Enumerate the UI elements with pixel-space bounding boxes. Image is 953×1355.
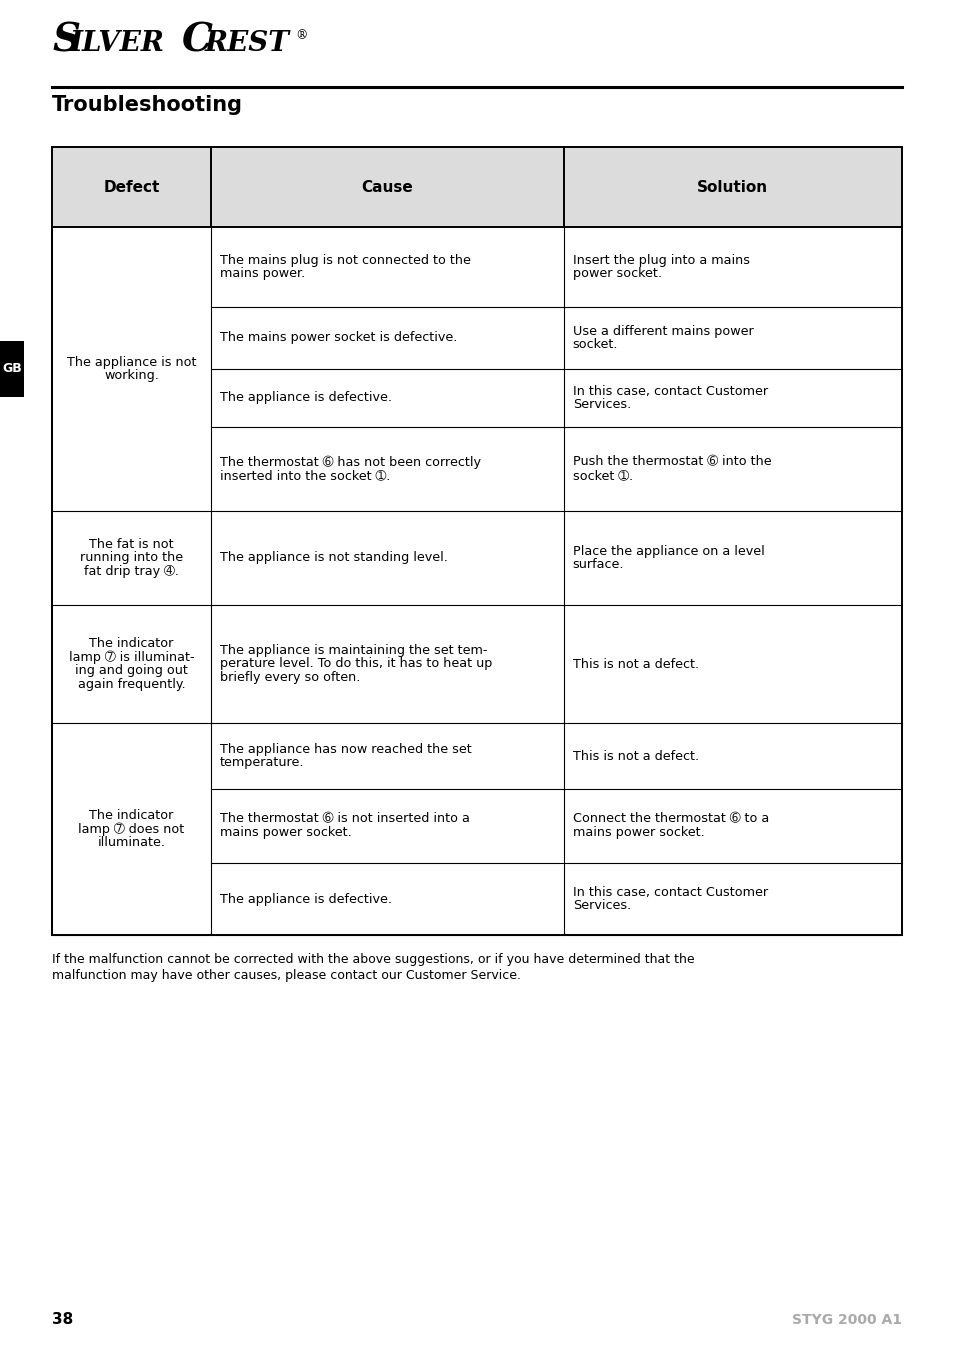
Text: REST: REST bbox=[205, 30, 290, 57]
Bar bbox=[211, 146, 563, 228]
Text: GB: GB bbox=[2, 363, 22, 375]
Text: surface.: surface. bbox=[572, 558, 623, 572]
Text: The indicator: The indicator bbox=[90, 809, 173, 822]
Text: The indicator: The indicator bbox=[90, 637, 173, 650]
Text: mains power socket.: mains power socket. bbox=[572, 827, 703, 839]
Text: The appliance is maintaining the set tem-: The appliance is maintaining the set tem… bbox=[220, 644, 487, 657]
Text: The appliance is not standing level.: The appliance is not standing level. bbox=[220, 551, 447, 565]
Bar bbox=[563, 146, 901, 228]
Text: The fat is not: The fat is not bbox=[89, 538, 173, 551]
Text: Solution: Solution bbox=[697, 179, 767, 195]
Text: The mains plug is not connected to the: The mains plug is not connected to the bbox=[220, 253, 471, 267]
Text: Use a different mains power: Use a different mains power bbox=[572, 325, 753, 337]
Text: illuminate.: illuminate. bbox=[97, 836, 165, 850]
Text: socket.: socket. bbox=[572, 339, 618, 351]
Bar bbox=[0, 341, 24, 397]
Text: In this case, contact Customer: In this case, contact Customer bbox=[572, 886, 767, 898]
Text: 38: 38 bbox=[52, 1312, 73, 1327]
Text: Place the appliance on a level: Place the appliance on a level bbox=[572, 545, 763, 558]
Text: lamp ➆ does not: lamp ➆ does not bbox=[78, 822, 185, 836]
Bar bbox=[52, 146, 211, 228]
Text: socket ➀.: socket ➀. bbox=[572, 469, 632, 482]
Text: Troubleshooting: Troubleshooting bbox=[52, 95, 243, 115]
Text: This is not a defect.: This is not a defect. bbox=[572, 749, 699, 763]
Text: The appliance is not: The appliance is not bbox=[67, 356, 196, 369]
Text: STYG 2000 A1: STYG 2000 A1 bbox=[791, 1313, 901, 1327]
Text: mains power socket.: mains power socket. bbox=[220, 827, 352, 839]
Text: In this case, contact Customer: In this case, contact Customer bbox=[572, 385, 767, 398]
Text: power socket.: power socket. bbox=[572, 267, 661, 280]
Text: The appliance is defective.: The appliance is defective. bbox=[220, 392, 392, 405]
Bar bbox=[52, 146, 901, 935]
Text: Defect: Defect bbox=[103, 179, 159, 195]
Text: The mains power socket is defective.: The mains power socket is defective. bbox=[220, 332, 456, 344]
Text: C: C bbox=[182, 22, 213, 60]
Text: If the malfunction cannot be corrected with the above suggestions, or if you hav: If the malfunction cannot be corrected w… bbox=[52, 953, 694, 966]
Text: lamp ➆ is illuminat-: lamp ➆ is illuminat- bbox=[69, 650, 194, 664]
Text: The thermostat ➅ is not inserted into a: The thermostat ➅ is not inserted into a bbox=[220, 813, 469, 825]
Text: Push the thermostat ➅ into the: Push the thermostat ➅ into the bbox=[572, 455, 771, 469]
Text: temperature.: temperature. bbox=[220, 756, 304, 770]
Text: This is not a defect.: This is not a defect. bbox=[572, 657, 699, 671]
Text: inserted into the socket ➀.: inserted into the socket ➀. bbox=[220, 469, 390, 482]
Text: malfunction may have other causes, please contact our Customer Service.: malfunction may have other causes, pleas… bbox=[52, 969, 520, 982]
Text: ®: ® bbox=[294, 28, 307, 42]
Text: fat drip tray ➃.: fat drip tray ➃. bbox=[84, 565, 179, 579]
Text: mains power.: mains power. bbox=[220, 267, 305, 280]
Text: Connect the thermostat ➅ to a: Connect the thermostat ➅ to a bbox=[572, 813, 768, 825]
Text: Cause: Cause bbox=[361, 179, 413, 195]
Text: ing and going out: ing and going out bbox=[75, 664, 188, 678]
Text: Services.: Services. bbox=[572, 398, 630, 412]
Text: Insert the plug into a mains: Insert the plug into a mains bbox=[572, 253, 749, 267]
Text: S: S bbox=[52, 22, 80, 60]
Text: ILVER: ILVER bbox=[70, 30, 165, 57]
Text: again frequently.: again frequently. bbox=[77, 678, 185, 691]
Text: The thermostat ➅ has not been correctly: The thermostat ➅ has not been correctly bbox=[220, 455, 480, 469]
Text: Services.: Services. bbox=[572, 900, 630, 912]
Text: briefly every so often.: briefly every so often. bbox=[220, 671, 360, 684]
Text: The appliance is defective.: The appliance is defective. bbox=[220, 893, 392, 905]
Text: working.: working. bbox=[104, 370, 159, 382]
Text: The appliance has now reached the set: The appliance has now reached the set bbox=[220, 743, 471, 756]
Text: perature level. To do this, it has to heat up: perature level. To do this, it has to he… bbox=[220, 657, 492, 671]
Text: running into the: running into the bbox=[80, 551, 183, 565]
